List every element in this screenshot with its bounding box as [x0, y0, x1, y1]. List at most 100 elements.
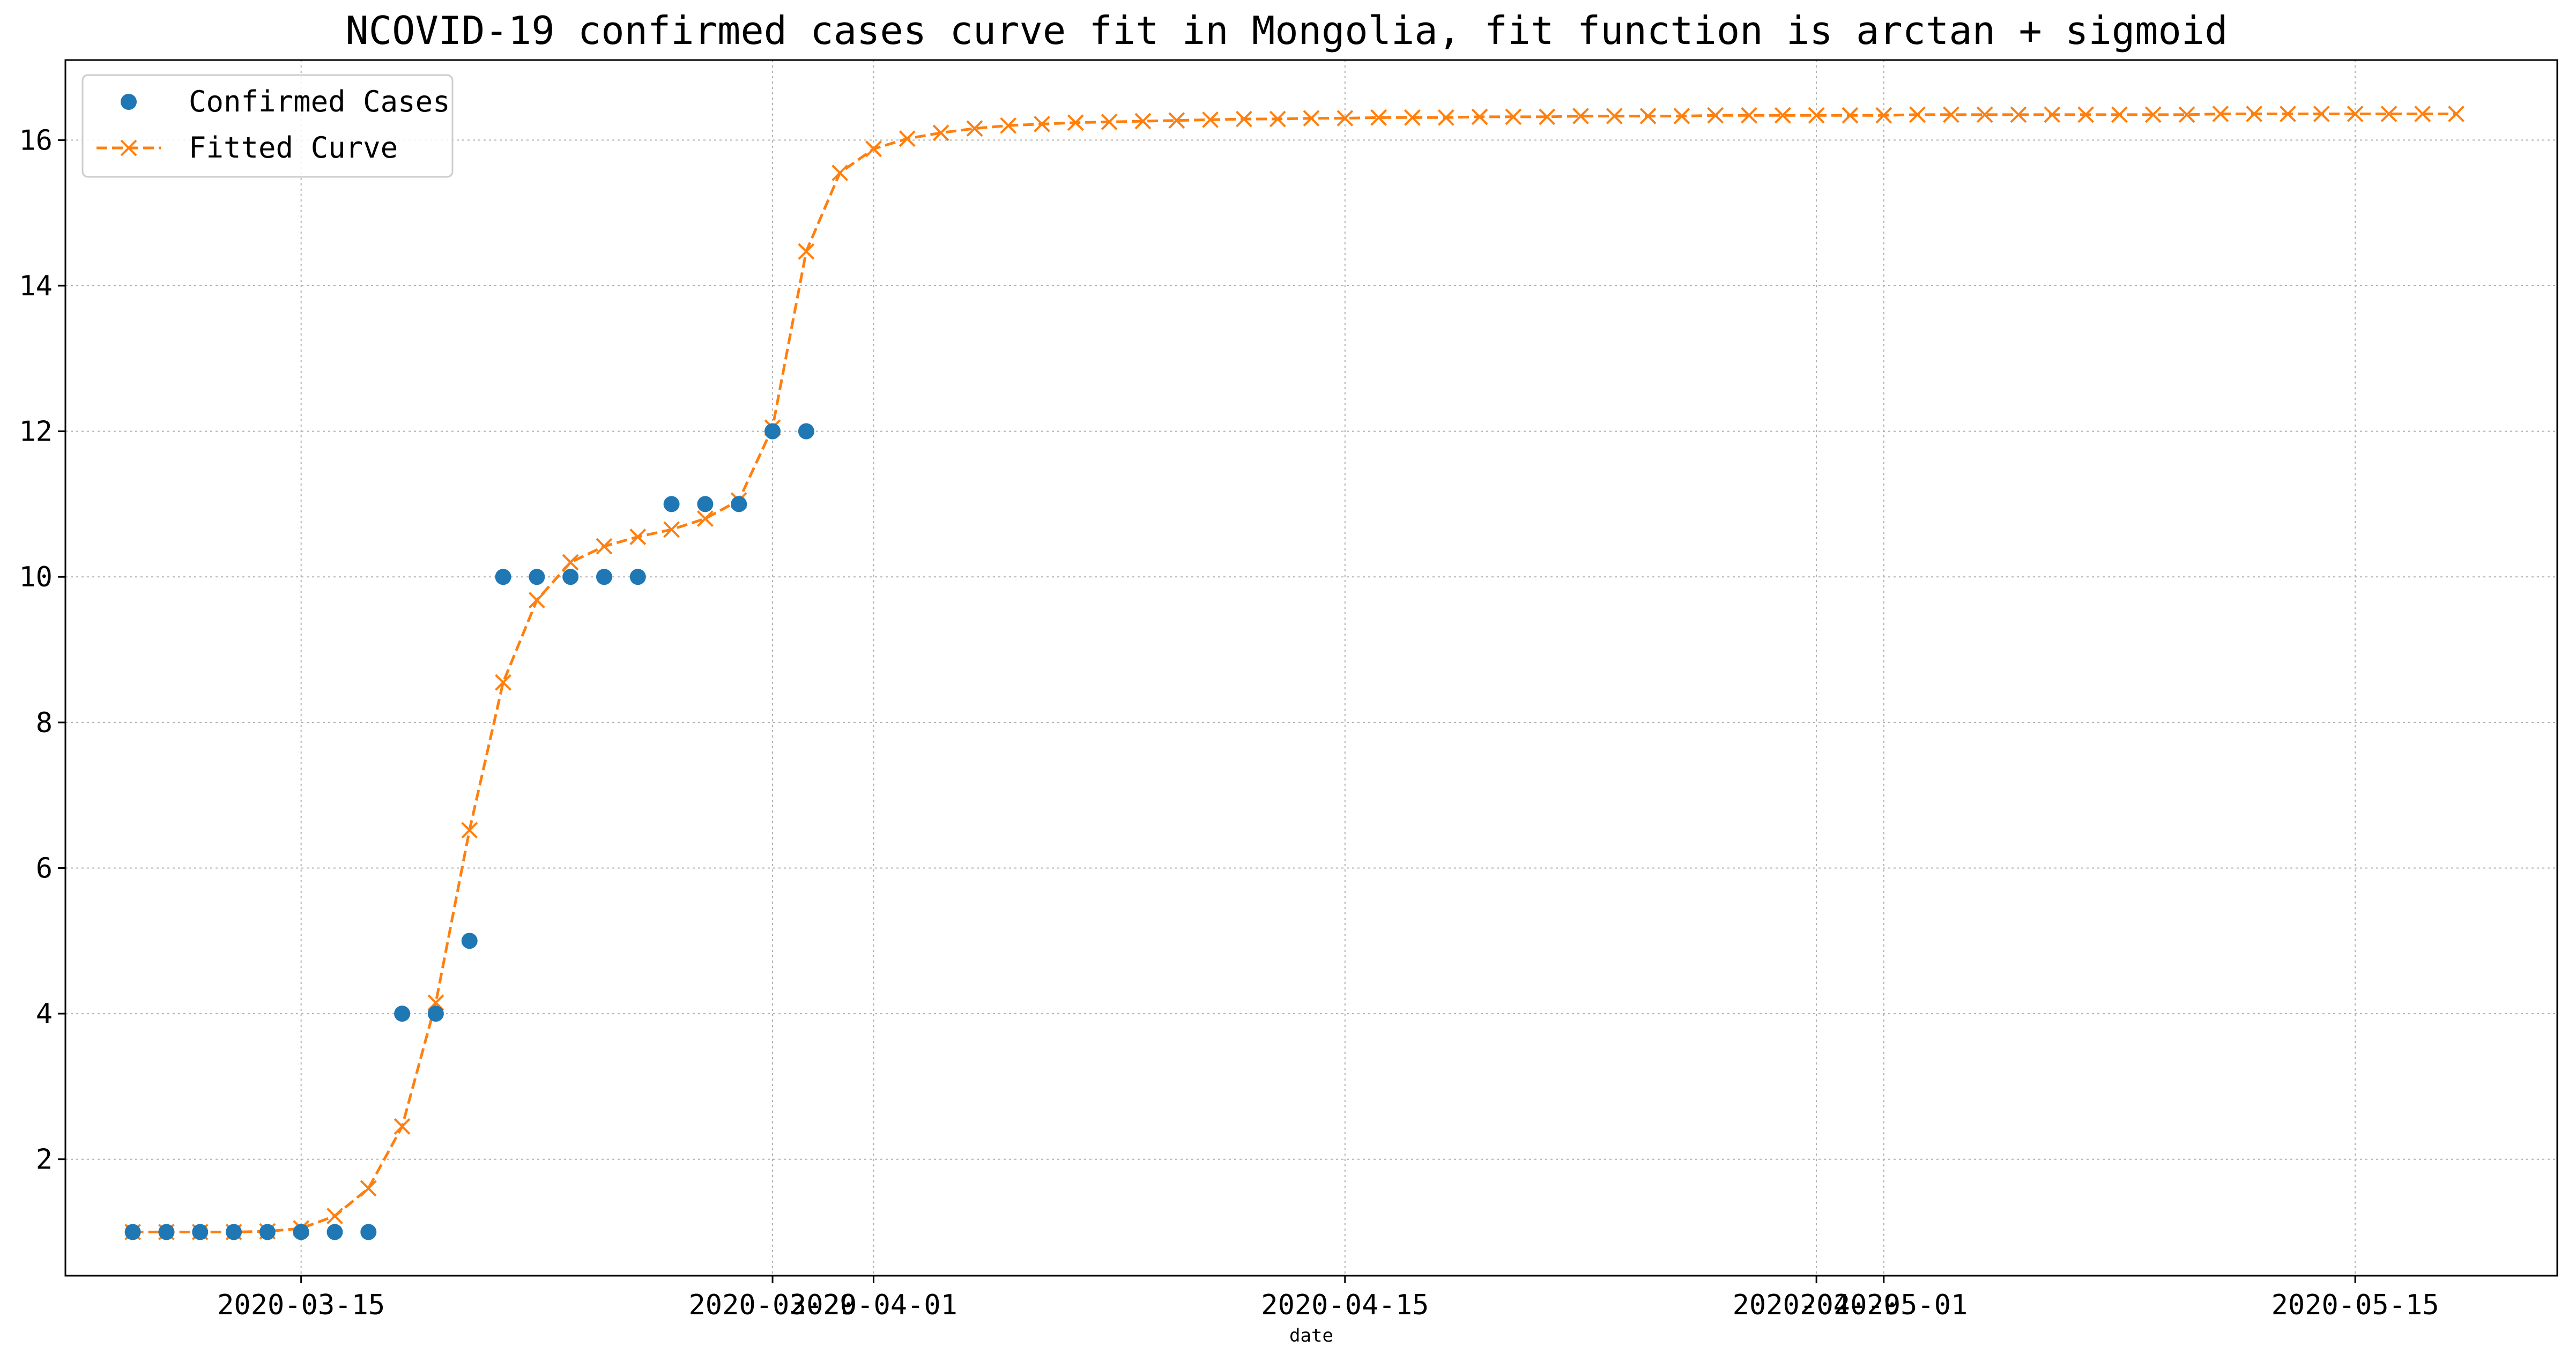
fitted-curve-marker	[2380, 106, 2397, 122]
fitted-curve-marker	[461, 822, 478, 839]
legend-marker-fitted-curve	[120, 139, 137, 157]
fitted-curve-marker	[1337, 110, 1354, 127]
confirmed-case-point	[562, 569, 579, 585]
confirmed-case-point	[394, 1006, 411, 1022]
fitted-curve-marker	[1168, 112, 1185, 129]
fitted-curve-marker	[1572, 108, 1589, 124]
chart-title: NCOVID-19 confirmed cases curve fit in M…	[345, 8, 2228, 53]
fitted-curve-marker	[1505, 108, 1522, 125]
x-tick-label: 2020-05-01	[1800, 1289, 1968, 1321]
legend-marker-confirmed-cases	[121, 94, 137, 110]
confirmed-case-point	[360, 1224, 377, 1240]
fitted-curve-marker	[832, 165, 849, 181]
confirmed-case-point	[259, 1224, 276, 1240]
fitted-curve-marker	[629, 529, 647, 545]
fitted-curve-marker	[966, 120, 983, 137]
fitted-curve-marker	[865, 140, 882, 158]
confirmed-case-point	[529, 569, 545, 585]
fitted-curve-marker	[1539, 108, 1556, 125]
confirmed-case-point	[192, 1224, 209, 1240]
fitted-curve-marker	[2414, 106, 2431, 122]
fitted-curve-marker	[2010, 106, 2027, 123]
confirmed-case-point	[461, 933, 478, 949]
fitted-curve-marker	[2212, 106, 2229, 122]
y-tick-label: 12	[19, 416, 53, 448]
fitted-curve-marker	[2246, 106, 2263, 122]
y-tick-label: 16	[19, 124, 53, 157]
fitted-curve-marker	[1437, 109, 1454, 126]
confirmed-case-point	[596, 569, 612, 585]
fitted-curve-marker	[326, 1208, 343, 1225]
fitted-curve-marker	[2111, 106, 2128, 123]
confirmed-case-point	[326, 1224, 343, 1240]
confirmed-case-point	[427, 1006, 444, 1022]
fitted-curve-marker	[1909, 106, 1926, 123]
y-tick-label: 14	[19, 270, 53, 302]
confirmed-case-point	[226, 1224, 242, 1240]
fitted-curve-marker	[1471, 108, 1488, 125]
fitted-curve-marker	[1741, 107, 1757, 124]
confirmed-case-point	[663, 496, 680, 512]
legend-label-confirmed-cases: Confirmed Cases	[189, 85, 450, 118]
fitted-curve-marker	[2280, 106, 2296, 122]
x-tick-label: 2020-03-29	[688, 1289, 856, 1321]
fitted-curve-marker	[360, 1180, 377, 1197]
fitted-curve-marker	[1942, 106, 1959, 123]
fitted-curve-marker	[1235, 110, 1252, 128]
y-tick-label: 6	[36, 852, 53, 884]
fitted-curve-marker	[1875, 107, 1892, 124]
fitted-curve-marker	[1404, 109, 1421, 126]
fitted-curve-marker	[696, 510, 714, 527]
fitted-curve-marker	[1034, 116, 1050, 132]
confirmed-case-point	[293, 1224, 309, 1240]
legend-label-fitted-curve: Fitted Curve	[189, 131, 398, 165]
fitted-curve-marker	[1303, 110, 1320, 127]
gridlines	[65, 60, 2557, 1276]
fitted-curve-marker	[1000, 117, 1017, 134]
confirmed-case-point	[697, 496, 714, 512]
confirmed-case-point	[764, 423, 781, 440]
fitted-curve-marker	[1774, 107, 1791, 124]
y-tick-label: 2	[36, 1144, 53, 1176]
fitted-curve-marker	[2347, 106, 2364, 122]
fitted-curve-marker	[562, 554, 579, 571]
confirmed-case-point	[629, 569, 646, 585]
y-tick-label: 8	[36, 707, 53, 739]
fitted-curve-marker	[528, 592, 545, 609]
fitted-curve-marker	[2178, 106, 2195, 123]
plot-area	[124, 106, 2464, 1240]
x-tick-label: 2020-03-15	[217, 1289, 385, 1321]
confirmed-case-point	[731, 496, 747, 512]
x-tick-label: 2020-04-01	[790, 1289, 957, 1321]
x-axis-label: date	[1289, 1325, 1333, 1346]
fitted-curve-marker	[2313, 106, 2330, 122]
confirmed-case-point	[798, 423, 814, 440]
fitted-curve-marker	[394, 1118, 411, 1135]
plot-frame	[64, 59, 2558, 1277]
fitted-curve-marker	[1370, 109, 1387, 126]
fitted-curve-marker	[1639, 108, 1657, 124]
fitted-curve-marker	[2448, 106, 2464, 122]
fitted-curve-marker	[1976, 106, 1993, 123]
x-tick-label: 2020-05-15	[2271, 1289, 2439, 1321]
fitted-curve-marker	[596, 538, 613, 555]
fitted-curve-marker	[1067, 114, 1084, 131]
fitted-curve-marker	[798, 243, 815, 260]
confirmed-case-point	[495, 569, 511, 585]
fitted-curve-marker	[1606, 108, 1623, 124]
fitted-curve-marker	[1134, 113, 1152, 130]
fitted-curve-marker	[899, 130, 916, 147]
fitted-curve-marker	[1673, 108, 1690, 124]
x-tick-label: 2020-04-15	[1261, 1289, 1429, 1321]
fitted-curve-marker	[663, 521, 680, 538]
fitted-curve-marker	[1842, 107, 1859, 124]
fitted-curve-marker	[2077, 106, 2095, 123]
y-tick-label: 4	[36, 998, 53, 1030]
fitted-curve-marker	[2044, 106, 2061, 123]
fitted-curve-marker	[1707, 107, 1724, 124]
confirmed-case-point	[158, 1224, 175, 1240]
